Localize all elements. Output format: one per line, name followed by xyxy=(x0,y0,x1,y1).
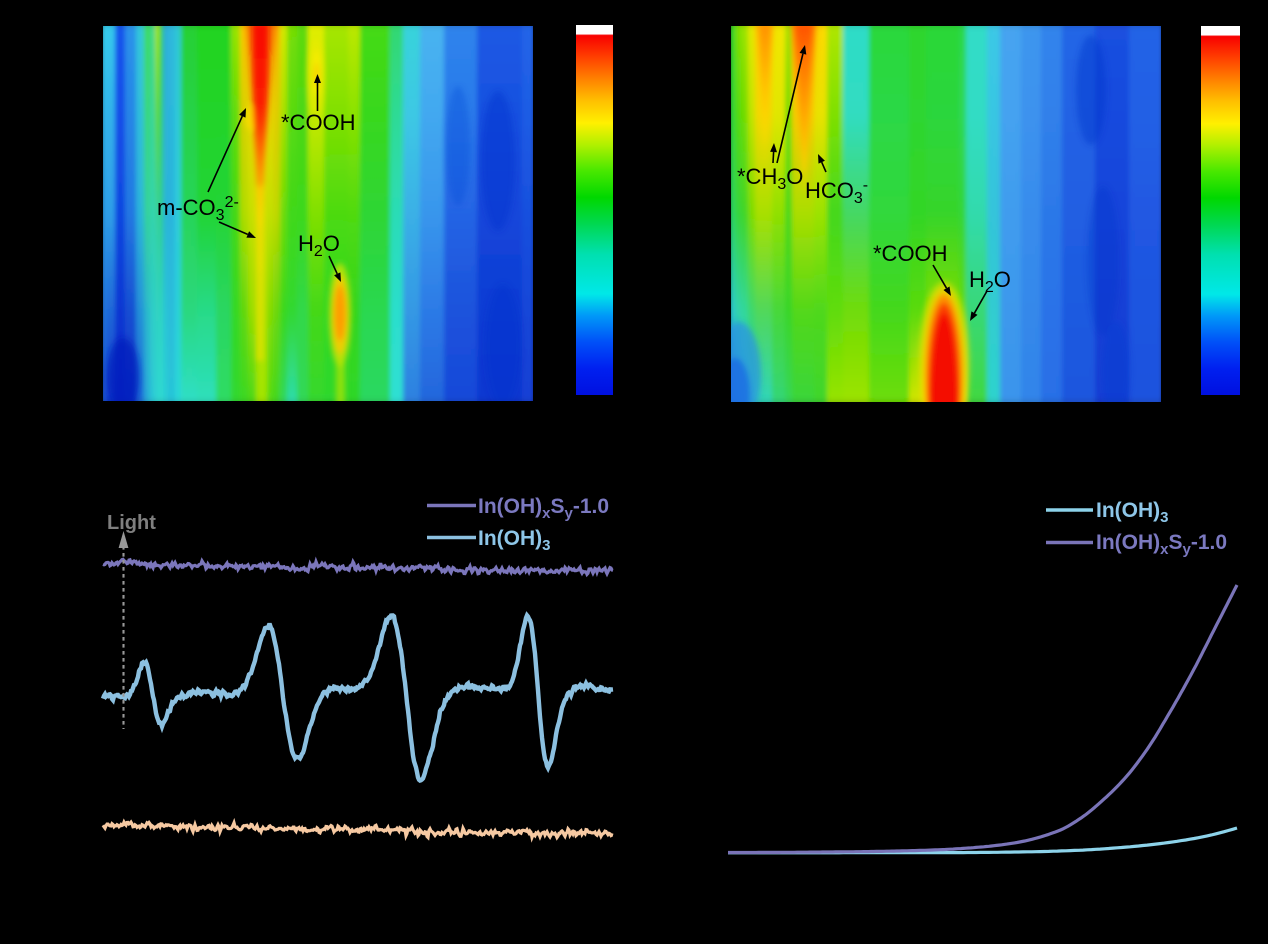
svg-text:*CH3O: *CH3O xyxy=(737,164,803,193)
svg-text:In(OH)3: In(OH)3 xyxy=(1096,499,1169,526)
svg-text:In(OH)xSy-1.0: In(OH)xSy-1.0 xyxy=(1096,531,1227,558)
svg-text:In(OH)3: In(OH)3 xyxy=(478,527,551,554)
svg-text:HCO3-: HCO3- xyxy=(805,177,868,207)
svg-text:*COOH: *COOH xyxy=(873,241,948,266)
svg-text:*COOH: *COOH xyxy=(281,110,356,135)
svg-text:Light: Light xyxy=(107,512,156,534)
